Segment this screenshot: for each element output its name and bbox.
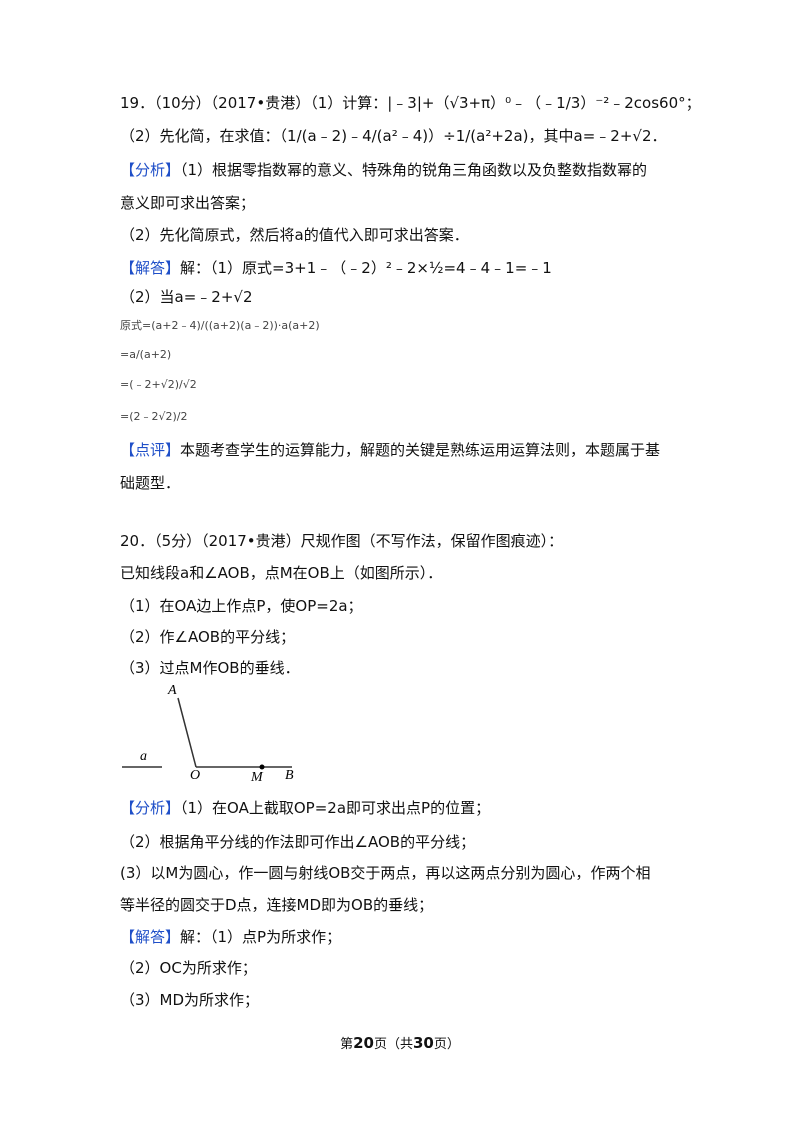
- line-text: 础题型．: [120, 474, 181, 492]
- text-line: (3）以M为圆心，作一圆与射线OB交于两点，再以这两点分别为圆心，作两个相: [120, 863, 650, 883]
- text-line: 意义即可求出答案；: [120, 193, 255, 213]
- text-line: （2）作∠AOB的平分线；: [120, 627, 295, 647]
- text-line: 【分析】（1）在OA上截取OP=2a即可求出点P的位置；: [120, 798, 490, 818]
- line-text: （3）过点M作OB的垂线．: [120, 659, 300, 677]
- line-text: （1）根据零指数幂的意义、特殊角的锐角三角函数以及负整数指数幂的: [180, 161, 648, 179]
- line-text: 19．（10分）（2017•贵港）（1）计算：|﹣3|+（√3+π）⁰﹣（﹣1/…: [120, 94, 701, 112]
- text-line: 【分析】（1）根据零指数幂的意义、特殊角的锐角三角函数以及负整数指数幂的: [120, 160, 647, 180]
- text-line: （2）根据角平分线的作法即可作出∠AOB的平分线；: [120, 832, 475, 852]
- line-text: 解：（1）原式=3+1﹣（﹣2）²﹣2×½=4﹣4﹣1=﹣1: [180, 259, 552, 277]
- footer-text: 第: [340, 1037, 354, 1052]
- line-text: （2）根据角平分线的作法即可作出∠AOB的平分线；: [120, 833, 476, 851]
- line-text: （3）MD为所求作；: [120, 991, 260, 1009]
- line-text: =(﹣2+√2)/√2: [120, 378, 197, 391]
- label: a: [140, 749, 147, 764]
- text-line: 已知线段a和∠AOB，点M在OB上（如图所示）．: [120, 563, 442, 583]
- line-text: =a/(a+2): [120, 348, 172, 361]
- section-tag: 【点评】: [120, 441, 181, 459]
- line-text: （2）当a=﹣2+√2: [120, 288, 253, 306]
- footer-text: 页）: [433, 1037, 460, 1052]
- text-line: （2）先化简原式，然后将a的值代入即可求出答案．: [120, 225, 469, 245]
- label: B: [285, 768, 294, 783]
- text-line: （2）当a=﹣2+√2: [120, 287, 253, 307]
- text-line: 【解答】解：（1）原式=3+1﹣（﹣2）²﹣2×½=4﹣4﹣1=﹣1: [120, 258, 552, 278]
- text-line: （2）先化简，在求值：（1/(a﹣2)﹣4/(a²﹣4)）÷1/(a²+2a)，…: [120, 126, 666, 146]
- ray-oa: [177, 697, 197, 768]
- footer-text: 页（共: [373, 1037, 413, 1052]
- text-line: =(﹣2+√2)/√2: [120, 375, 197, 395]
- section-tag: 【解答】: [120, 259, 181, 277]
- text-line: 原式=(a+2﹣4)/((a+2)(a﹣2))·a(a+2): [120, 316, 320, 336]
- text-line: 等半径的圆交于D点，连接MD即为OB的垂线；: [120, 895, 433, 915]
- line-text: 原式=(a+2﹣4)/((a+2)(a﹣2))·a(a+2): [120, 319, 320, 332]
- line-text: =(2﹣2√2)/2: [120, 410, 188, 423]
- line-text: （2）先化简，在求值：（1/(a﹣2)﹣4/(a²﹣4)）÷1/(a²+2a)，…: [120, 127, 667, 145]
- point-m: [259, 764, 265, 770]
- line-text: （2）作∠AOB的平分线；: [120, 628, 296, 646]
- line-text: (3）以M为圆心，作一圆与射线OB交于两点，再以这两点分别为圆心，作两个相: [120, 864, 651, 882]
- line-text: （1）在OA上截取OP=2a即可求出点P的位置；: [180, 799, 491, 817]
- line-text: 已知线段a和∠AOB，点M在OB上（如图所示）．: [120, 564, 443, 582]
- label: M: [250, 770, 264, 785]
- line-text: 本题考查学生的运算能力，解题的关键是熟练运用运算法则，本题属于基: [180, 441, 661, 459]
- label: O: [190, 768, 200, 783]
- text-line: （2）OC为所求作；: [120, 958, 257, 978]
- page-number: 20: [353, 1034, 374, 1052]
- text-line: 础题型．: [120, 473, 180, 493]
- line-text: 20．（5分）（2017•贵港）尺规作图（不写作法，保留作图痕迹）：: [120, 532, 564, 550]
- figure: A a O M B: [122, 683, 294, 785]
- footer: 第20页（共30页）: [0, 1033, 800, 1052]
- line-text: 意义即可求出答案；: [120, 194, 256, 212]
- section-tag: 【解答】: [120, 928, 181, 946]
- text-line: （1）在OA边上作点P，使OP=2a；: [120, 596, 363, 616]
- line-text: （2）先化简原式，然后将a的值代入即可求出答案．: [120, 226, 469, 244]
- section-tag: 【分析】: [120, 161, 181, 179]
- text-line: 【解答】解：（1）点P为所求作；: [120, 927, 341, 947]
- page-total: 30: [413, 1034, 434, 1052]
- text-line: =a/(a+2): [120, 345, 171, 365]
- line-text: （1）在OA边上作点P，使OP=2a；: [120, 597, 363, 615]
- line-text: （2）OC为所求作；: [120, 959, 257, 977]
- line-text: 等半径的圆交于D点，连接MD即为OB的垂线；: [120, 896, 434, 914]
- text-line: （3）MD为所求作；: [120, 990, 259, 1010]
- text-line: 【点评】本题考查学生的运算能力，解题的关键是熟练运用运算法则，本题属于基: [120, 440, 660, 460]
- text-line: （3）过点M作OB的垂线．: [120, 658, 300, 678]
- line-text: 解：（1）点P为所求作；: [180, 928, 342, 946]
- label: A: [167, 683, 177, 698]
- text-line: 20．（5分）（2017•贵港）尺规作图（不写作法，保留作图痕迹）：: [120, 531, 563, 551]
- text-line: 19．（10分）（2017•贵港）（1）计算：|﹣3|+（√3+π）⁰﹣（﹣1/…: [120, 93, 701, 113]
- text-line: =(2﹣2√2)/2: [120, 407, 188, 427]
- section-tag: 【分析】: [120, 799, 181, 817]
